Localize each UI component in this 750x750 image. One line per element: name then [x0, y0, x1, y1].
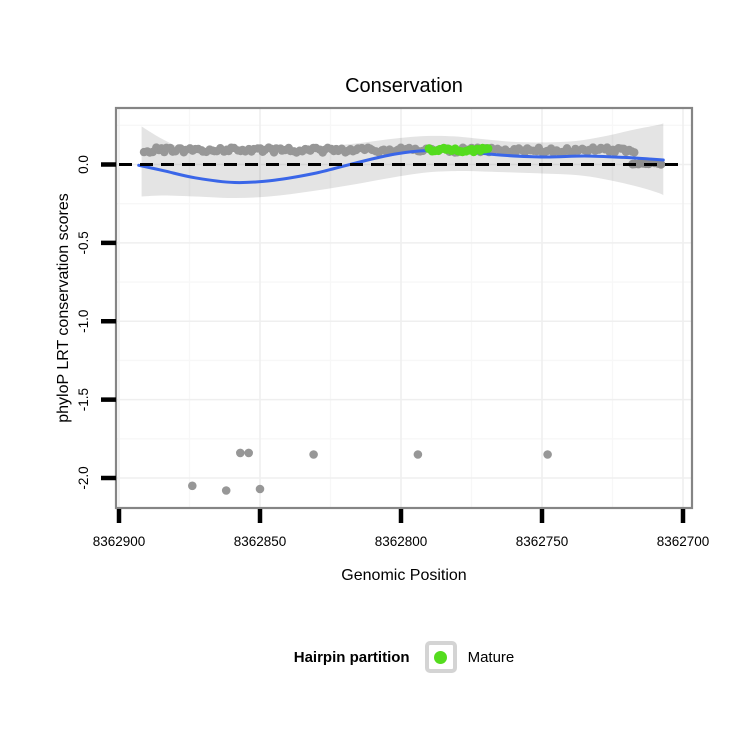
legend-title: Hairpin partition [293, 648, 410, 666]
hairpin-partition-legend: Hairpin partition Mature [116, 636, 692, 678]
x-tick-label: 8362750 [516, 534, 569, 549]
legend-item-label: Mature [467, 648, 515, 666]
x-axis-ticks [116, 509, 686, 523]
y-tick-label: 0.0 [76, 155, 91, 174]
x-tick-label: 8362850 [234, 534, 287, 549]
outlier-point [255, 484, 265, 494]
mature-points-layer [424, 143, 493, 157]
points-layer [139, 143, 666, 169]
scatter-point [630, 148, 639, 157]
mature-point [483, 144, 493, 153]
y-tick-label: -0.5 [76, 231, 91, 254]
panel-border [114, 106, 694, 510]
outlier-point [413, 450, 423, 459]
x-tick-label: 8362700 [657, 534, 710, 549]
confidence-band [141, 123, 664, 199]
y-tick-label: -2.0 [76, 466, 91, 489]
y-axis-ticks [101, 162, 116, 481]
y-tick-label: -1.0 [76, 310, 91, 333]
y-tick-label: -1.5 [76, 388, 91, 411]
x-tick-label: 8362900 [93, 534, 146, 549]
x-axis-title: Genomic Position [341, 567, 466, 584]
outlier-point [188, 481, 197, 491]
legend-key-box [424, 641, 457, 673]
smooth-trend-line [137, 148, 665, 185]
x-tick-label: 8362800 [375, 534, 428, 549]
grid-layer [116, 108, 692, 508]
outlier-point [236, 448, 245, 458]
outlier-points-layer [188, 448, 552, 495]
plot-title: Conservation [345, 75, 463, 97]
y-axis-tick-labels: 0.0 -0.5 -1.0 -1.5 -2.0 [76, 155, 91, 490]
mature-marker-icon [434, 650, 448, 664]
scatter-point [656, 159, 666, 169]
x-axis-tick-labels: 8362900 8362850 8362800 8362750 8362700 [93, 534, 710, 549]
outlier-point [221, 486, 231, 495]
outlier-point [309, 450, 318, 459]
outlier-point [244, 448, 253, 458]
outlier-point [543, 450, 552, 459]
y-axis-title: phyloP LRT conservation scores [55, 193, 72, 422]
